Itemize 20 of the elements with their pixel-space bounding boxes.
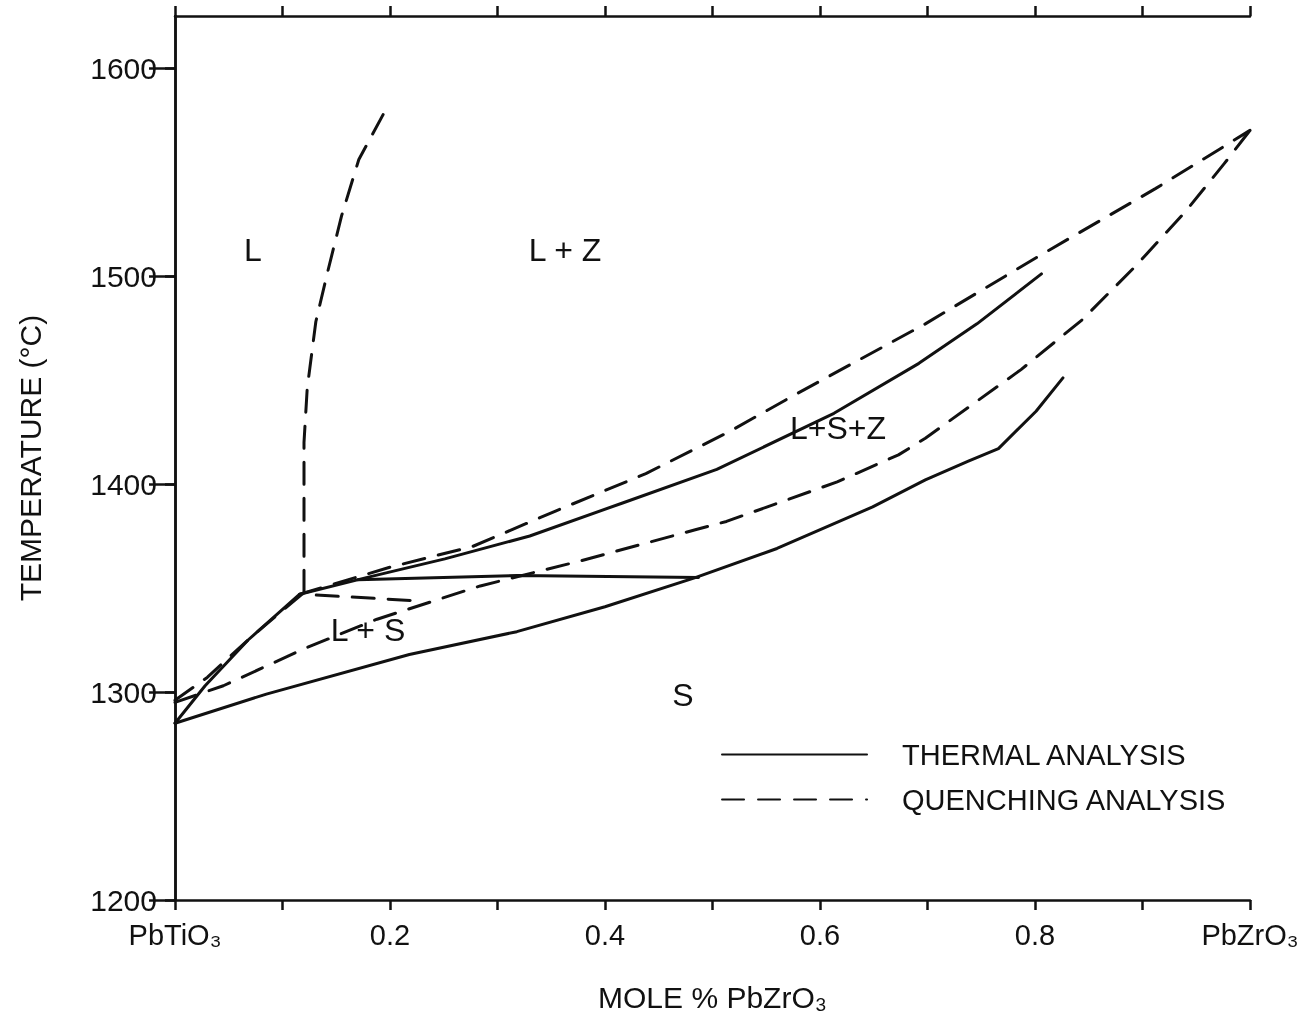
annotation: L xyxy=(244,232,262,268)
y-tick-label: 1400 xyxy=(90,467,157,501)
x-tick-label: 0.8 xyxy=(1014,918,1056,951)
y-tick-label: 1500 xyxy=(90,259,157,293)
annotation: L + Z xyxy=(528,232,602,268)
legend-label: THERMAL ANALYSIS xyxy=(902,738,1186,771)
x-tick-label: PbZrO₃ xyxy=(1201,918,1299,951)
y-tick-label: 1300 xyxy=(90,675,157,709)
y-tick-label: 1200 xyxy=(90,883,157,917)
annotation: S xyxy=(672,677,694,713)
legend-label: QUENCHING ANALYSIS xyxy=(902,783,1226,816)
x-tick-label: 0.4 xyxy=(584,918,626,951)
annotation: L+S+Z xyxy=(789,410,887,446)
annotation: L + S xyxy=(330,612,406,648)
x-tick-label: 0.6 xyxy=(799,918,841,951)
y-axis-title: TEMPERATURE (°C) xyxy=(13,314,47,602)
x-tick-label: 0.2 xyxy=(369,918,411,951)
x-tick-label: PbTiO₃ xyxy=(128,918,222,951)
y-tick-label: 1600 xyxy=(90,51,157,85)
x-axis-title: MOLE % PbZrO₃ xyxy=(598,980,827,1014)
